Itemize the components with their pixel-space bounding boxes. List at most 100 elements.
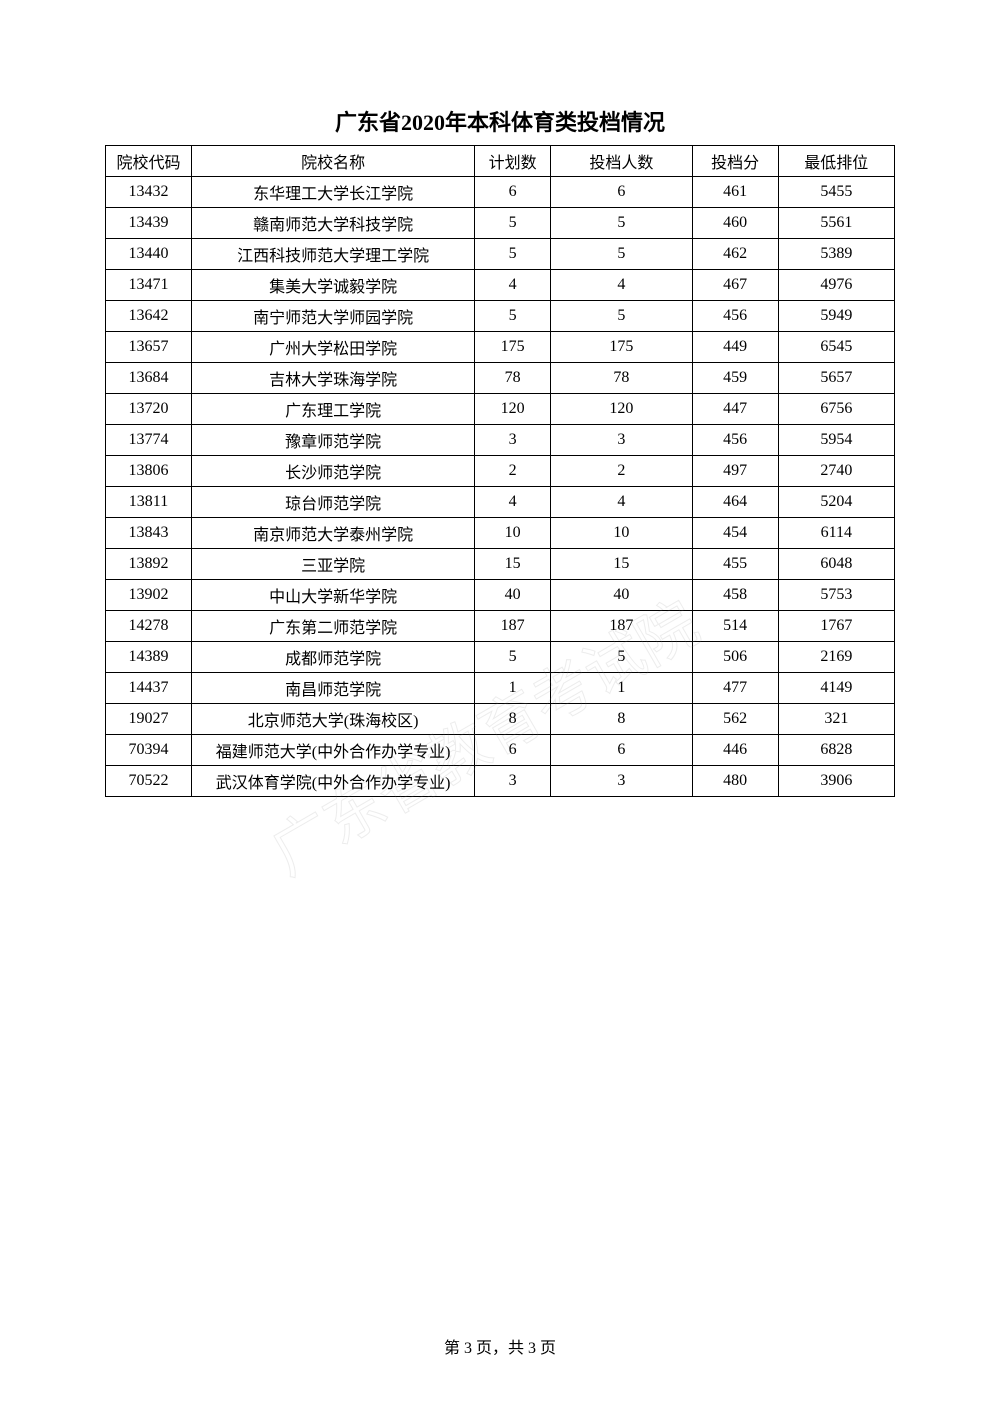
table-cell: 5389 [778,239,894,270]
table-cell: 5 [475,208,551,239]
table-cell: 187 [551,611,693,642]
table-cell: 4 [475,270,551,301]
table-cell: 455 [692,549,778,580]
table-cell: 6 [475,177,551,208]
table-cell: 3 [475,425,551,456]
table-cell: 461 [692,177,778,208]
table-cell: 吉林大学珠海学院 [191,363,474,394]
table-cell: 3906 [778,766,894,797]
table-cell: 13432 [106,177,192,208]
table-cell: 5 [551,642,693,673]
table-cell: 5 [475,642,551,673]
table-cell: 13720 [106,394,192,425]
table-cell: 中山大学新华学院 [191,580,474,611]
table-cell: 集美大学诚毅学院 [191,270,474,301]
table-cell: 14278 [106,611,192,642]
table-cell: 6 [551,735,693,766]
table-cell: 5561 [778,208,894,239]
table-cell: 5 [475,301,551,332]
table-cell: 5204 [778,487,894,518]
table-cell: 6 [551,177,693,208]
table-cell: 广州大学松田学院 [191,332,474,363]
table-cell: 5949 [778,301,894,332]
table-cell: 464 [692,487,778,518]
table-cell: 514 [692,611,778,642]
table-cell: 13471 [106,270,192,301]
table-cell: 琼台师范学院 [191,487,474,518]
table-cell: 497 [692,456,778,487]
table-row: 13440江西科技师范大学理工学院554625389 [106,239,895,270]
table-cell: 15 [475,549,551,580]
table-cell: 2740 [778,456,894,487]
table-cell: 19027 [106,704,192,735]
table-cell: 13642 [106,301,192,332]
table-row: 19027北京师范大学(珠海校区)88562321 [106,704,895,735]
table-cell: 460 [692,208,778,239]
table-cell: 5455 [778,177,894,208]
table-cell: 5 [475,239,551,270]
table-cell: 187 [475,611,551,642]
table-row: 13657广州大学松田学院1751754496545 [106,332,895,363]
table-row: 13439赣南师范大学科技学院554605561 [106,208,895,239]
header-name: 院校名称 [191,146,474,177]
table-cell: 78 [475,363,551,394]
table-cell: 4 [551,487,693,518]
page-title: 广东省2020年本科体育类投档情况 [0,105,1000,137]
table-cell: 15 [551,549,693,580]
table-cell: 4 [475,487,551,518]
table-cell: 江西科技师范大学理工学院 [191,239,474,270]
table-cell: 2169 [778,642,894,673]
table-cell: 1 [475,673,551,704]
table-cell: 175 [475,332,551,363]
table-cell: 175 [551,332,693,363]
admission-table: 院校代码 院校名称 计划数 投档人数 投档分 最低排位 13432东华理工大学长… [105,145,895,797]
table-cell: 13440 [106,239,192,270]
table-cell: 10 [551,518,693,549]
table-cell: 458 [692,580,778,611]
table-cell: 14389 [106,642,192,673]
table-cell: 13806 [106,456,192,487]
header-code: 院校代码 [106,146,192,177]
table-cell: 120 [475,394,551,425]
table-cell: 10 [475,518,551,549]
table-cell: 8 [475,704,551,735]
table-cell: 456 [692,425,778,456]
table-cell: 赣南师范大学科技学院 [191,208,474,239]
table-cell: 4976 [778,270,894,301]
table-cell: 6 [475,735,551,766]
table-cell: 广东理工学院 [191,394,474,425]
table-cell: 40 [551,580,693,611]
table-cell: 3 [551,425,693,456]
table-cell: 长沙师范学院 [191,456,474,487]
table-row: 13811琼台师范学院444645204 [106,487,895,518]
table-cell: 3 [551,766,693,797]
table-row: 13471集美大学诚毅学院444674976 [106,270,895,301]
table-row: 13642南宁师范大学师园学院554565949 [106,301,895,332]
table-cell: 福建师范大学(中外合作办学专业) [191,735,474,766]
table-cell: 6828 [778,735,894,766]
table-cell: 成都师范学院 [191,642,474,673]
table-header-row: 院校代码 院校名称 计划数 投档人数 投档分 最低排位 [106,146,895,177]
table-cell: 13439 [106,208,192,239]
table-cell: 449 [692,332,778,363]
page-footer: 第 3 页，共 3 页 [0,1334,1000,1358]
table-cell: 5753 [778,580,894,611]
table-cell: 13774 [106,425,192,456]
table-cell: 462 [692,239,778,270]
table-cell: 14437 [106,673,192,704]
table-cell: 6756 [778,394,894,425]
table-row: 70394福建师范大学(中外合作办学专业)664466828 [106,735,895,766]
table-cell: 5 [551,239,693,270]
table-cell: 13892 [106,549,192,580]
table-cell: 480 [692,766,778,797]
table-cell: 13684 [106,363,192,394]
table-cell: 456 [692,301,778,332]
table-cell: 1767 [778,611,894,642]
table-cell: 70394 [106,735,192,766]
table-cell: 三亚学院 [191,549,474,580]
table-cell: 6114 [778,518,894,549]
table-cell: 5 [551,208,693,239]
table-cell: 477 [692,673,778,704]
header-score: 投档分 [692,146,778,177]
table-cell: 467 [692,270,778,301]
